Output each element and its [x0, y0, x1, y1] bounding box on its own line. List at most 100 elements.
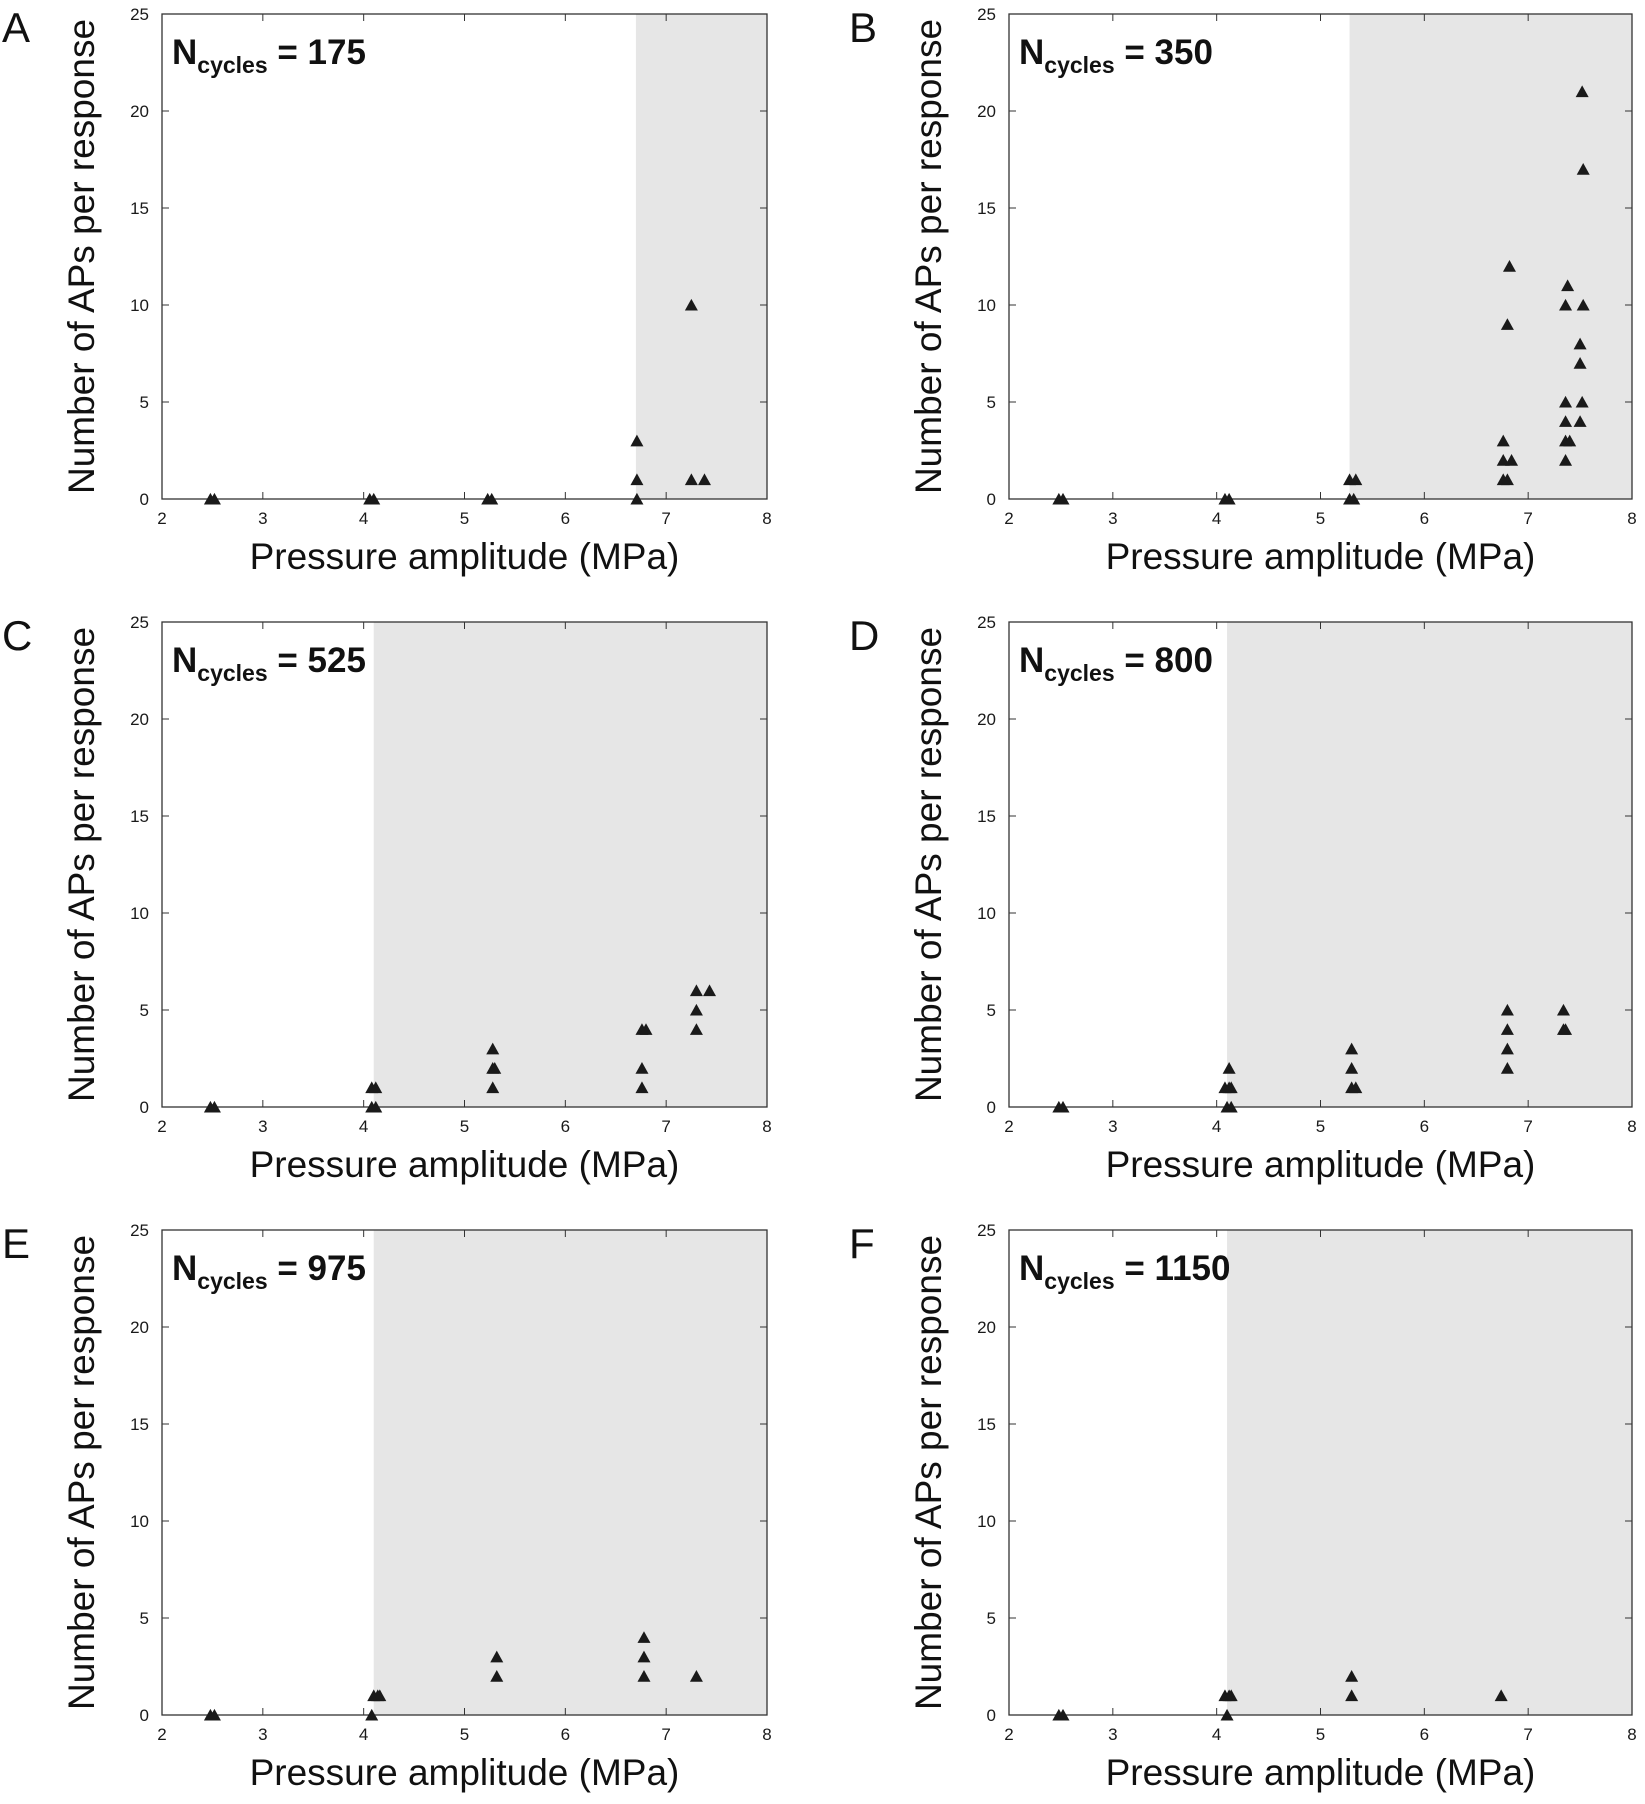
x-tick-label: 7 [661, 1117, 670, 1136]
x-tick-label: 4 [359, 1117, 368, 1136]
annotation-value: = 525 [268, 641, 366, 680]
data-point-triangle [365, 1708, 379, 1721]
panel-d: 2 3 4 5 6 7 8 0 5 10 15 20 25 Pressure amplitude (MPa… [849, 612, 1637, 1185]
x-tick-label: 3 [1108, 1725, 1117, 1744]
panel-a: 2 3 4 5 6 7 8 0 5 10 15 20 25 Pressure amplitude (MPa… [2, 4, 772, 577]
data-point-triangle [1500, 1003, 1514, 1016]
y-tick-label: 0 [140, 1706, 149, 1725]
x-tick-label: 4 [1212, 1725, 1221, 1744]
y-tick-label: 10 [977, 1512, 996, 1531]
data-point-triangle [1500, 1042, 1514, 1055]
data-point-triangle [1220, 1708, 1234, 1721]
x-tick-label: 3 [258, 1725, 267, 1744]
x-tick-label: 5 [1316, 509, 1325, 528]
annotation-subscript: cycles [197, 1268, 267, 1294]
data-point-triangle [1494, 1689, 1508, 1702]
x-tick-label: 8 [762, 1117, 771, 1136]
annotation-n: N [1019, 1249, 1044, 1288]
x-axis-label: Pressure amplitude (MPa) [250, 1752, 680, 1793]
data-point-triangle [369, 1100, 383, 1113]
y-tick-label: 5 [140, 1609, 149, 1628]
x-axis-label: Pressure amplitude (MPa) [1106, 1144, 1536, 1185]
y-tick-label: 20 [130, 710, 149, 729]
data-point-triangle [637, 1631, 651, 1643]
y-tick-label: 0 [987, 1098, 996, 1117]
shaded-region [1227, 1230, 1632, 1715]
x-tick-label: 2 [1004, 509, 1013, 528]
data-point-triangle [1500, 473, 1514, 486]
x-tick-label: 4 [1212, 509, 1221, 528]
data-point-triangle [1345, 1042, 1359, 1055]
y-tick-label: 15 [977, 199, 996, 218]
y-tick-label: 25 [130, 1221, 149, 1240]
data-point-triangle [1345, 1689, 1359, 1702]
data-point-triangle [369, 1081, 383, 1094]
annotation-n: N [1019, 641, 1044, 680]
data-point-triangle [1349, 1081, 1363, 1094]
data-point-triangle [635, 1081, 649, 1094]
data-point-triangle [490, 1670, 504, 1682]
data-point-triangle [207, 492, 221, 505]
y-tick-label: 10 [130, 296, 149, 315]
data-point-triangle [1500, 1062, 1514, 1074]
data-point-triangle [1224, 1100, 1238, 1113]
data-point-triangle [1496, 454, 1510, 466]
panel-letter: E [2, 1220, 30, 1267]
data-point-triangle [637, 1650, 651, 1663]
x-tick-label: 8 [1627, 1117, 1636, 1136]
y-tick-label: 10 [130, 1512, 149, 1531]
x-tick-label: 2 [1004, 1725, 1013, 1744]
data-point-triangle [490, 1650, 504, 1663]
x-tick-label: 2 [1004, 1117, 1013, 1136]
x-tick-label: 7 [661, 509, 670, 528]
cycles-annotation: Ncycles = 175 [172, 33, 366, 78]
data-point-triangle [1347, 492, 1361, 505]
data-point-triangle [1349, 473, 1363, 486]
x-tick-label: 5 [460, 1725, 469, 1744]
y-tick-label: 25 [977, 613, 996, 632]
x-tick-label: 3 [258, 1117, 267, 1136]
annotation-subscript: cycles [1044, 660, 1114, 686]
y-tick-label: 20 [130, 1318, 149, 1337]
y-axis-label: Number of APs per response [61, 627, 102, 1102]
data-point-triangle [684, 298, 698, 311]
data-point-triangle [684, 473, 698, 486]
panel-letter: B [849, 4, 877, 51]
y-tick-label: 20 [977, 710, 996, 729]
y-axis-label: Number of APs per response [908, 19, 949, 494]
x-tick-label: 2 [157, 1725, 166, 1744]
data-point-triangle [689, 1023, 703, 1035]
x-tick-label: 8 [762, 1725, 771, 1744]
data-point-triangle [689, 1670, 703, 1682]
x-tick-label: 6 [561, 509, 570, 528]
y-tick-label: 15 [130, 199, 149, 218]
x-tick-label: 6 [561, 1117, 570, 1136]
y-tick-label: 20 [130, 102, 149, 121]
x-tick-label: 6 [1420, 1725, 1429, 1744]
data-point-triangle [1559, 298, 1573, 311]
annotation-n: N [172, 641, 197, 680]
x-axis-label: Pressure amplitude (MPa) [250, 1144, 680, 1185]
data-point-triangle [1575, 85, 1589, 98]
data-point-triangle [1573, 415, 1587, 427]
y-tick-label: 20 [977, 1318, 996, 1337]
data-point-triangle [1576, 298, 1590, 311]
data-point-triangle [635, 1062, 649, 1074]
data-point-triangle [1576, 163, 1590, 175]
panel-c: 2 3 4 5 6 7 8 0 5 10 15 20 25 Pressure amplitude (MPa… [2, 612, 772, 1185]
data-point-triangle [637, 1670, 651, 1682]
data-point-triangle [1502, 260, 1516, 272]
x-tick-label: 7 [1523, 1725, 1532, 1744]
y-tick-label: 20 [977, 102, 996, 121]
y-tick-label: 0 [140, 1098, 149, 1117]
x-tick-label: 4 [359, 509, 368, 528]
panel-letter: C [2, 612, 32, 659]
data-point-triangle [689, 984, 703, 997]
data-point-triangle [1222, 492, 1236, 505]
shaded-region [373, 1230, 767, 1715]
data-point-triangle [1500, 1023, 1514, 1035]
cycles-annotation: Ncycles = 350 [1019, 33, 1213, 78]
y-tick-label: 0 [987, 490, 996, 509]
x-tick-label: 2 [157, 1117, 166, 1136]
x-tick-label: 5 [460, 1117, 469, 1136]
